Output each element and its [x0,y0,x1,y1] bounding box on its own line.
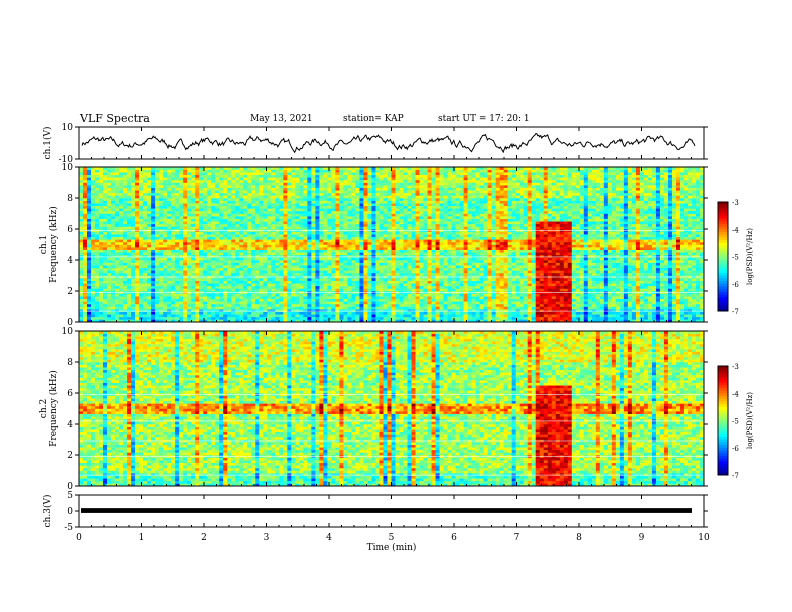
y-axis-label: Frequency (kHz) [48,206,59,283]
x-tick-label: 8 [576,533,582,543]
colorbar-tick-label: -4 [732,390,739,398]
colorbar-tick-label: -5 [732,418,739,426]
channel-label: ch.2 [39,399,49,418]
date-label: May 13, 2021 [250,114,313,124]
x-axis-label: Time (min) [367,542,417,553]
y-tick-label: 0 [67,507,73,517]
colorbar-tick-label: -3 [732,199,739,207]
spectrogram-ch2 [79,331,705,487]
colorbar-tick-label: -6 [732,281,739,289]
x-tick-label: 0 [76,533,82,543]
x-tick-label: 6 [451,533,457,543]
x-tick-label: 5 [389,533,395,543]
waveform-ch1 [81,133,696,154]
y-tick-label: 2 [67,451,73,461]
station-label: station= KAP [343,114,404,124]
spectrogram-ch1 [79,167,705,323]
x-tick-label: 3 [264,533,270,543]
colorbar-tick-label: -7 [732,472,739,480]
y-tick-label: 10 [62,327,74,337]
colorbar-tick-label: -6 [732,445,739,453]
x-tick-label: 7 [514,533,520,543]
colorbar-tick-label: -4 [732,226,739,234]
start-time-label: start UT = 17: 20: 1 [438,114,530,124]
colorbar [718,202,728,312]
colorbar [718,366,728,476]
channel-label: ch.1 [39,235,49,254]
x-tick-label: 9 [639,533,645,543]
y-axis-label: ch.1(V) [42,127,53,160]
colorbar-frame [717,201,729,312]
x-tick-label: 10 [698,533,710,543]
chart-title: VLF Spectra [80,112,150,125]
colorbar-tick-label: -7 [732,308,739,316]
y-tick-label: 8 [67,194,73,204]
colorbar-label: log(PSD)(V²/Hz) [746,228,754,285]
y-axis-label: Frequency (kHz) [48,370,59,447]
colorbar-tick-label: -3 [732,363,739,371]
y-tick-label: 6 [67,225,73,235]
y-axis-label: ch.3(V) [42,495,53,528]
y-tick-label: 2 [67,287,73,297]
x-tick-label: 2 [201,533,207,543]
y-tick-label: 8 [67,358,73,368]
y-tick-label: 4 [67,420,73,430]
x-tick-label: 4 [326,533,332,543]
y-tick-label: 5 [67,491,73,501]
colorbar-frame [717,365,729,476]
y-tick-label: 10 [62,163,74,173]
y-tick-label: 6 [67,389,73,399]
y-tick-label: 10 [62,123,74,133]
waveform-ch3 [81,508,692,513]
y-tick-label: 0 [67,318,73,328]
y-tick-label: -5 [64,523,73,533]
y-tick-label: 0 [67,482,73,492]
y-tick-label: 4 [67,256,73,266]
colorbar-tick-label: -5 [732,254,739,262]
y-tick-label: -10 [59,155,74,165]
x-tick-label: 1 [139,533,145,543]
colorbar-label: log(PSD)(V²/Hz) [746,392,754,449]
